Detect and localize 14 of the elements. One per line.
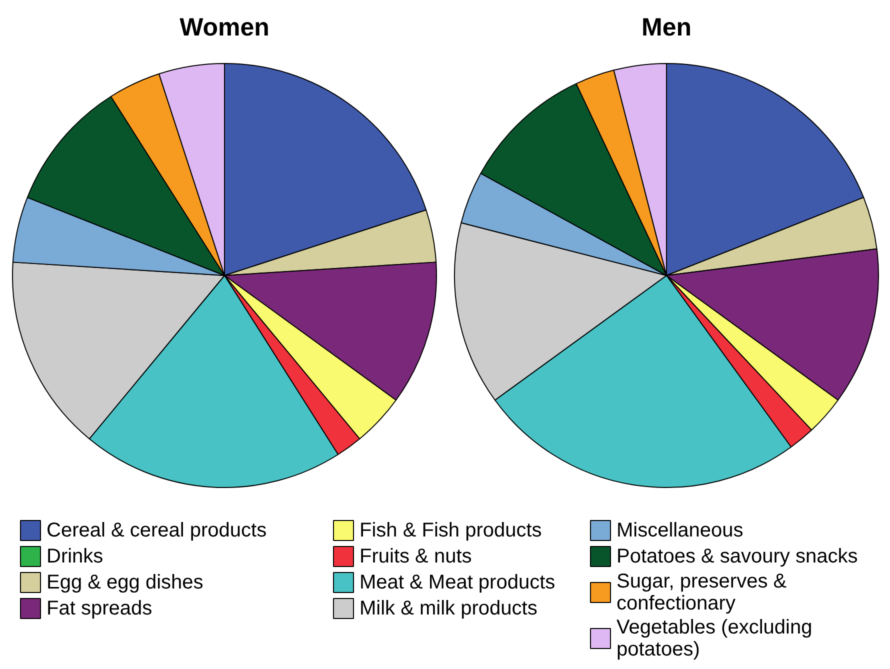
legend-label: Fruits & nuts [360,546,472,568]
legend-label: Drinks [46,546,104,568]
legend-label: Meat & Meat products [360,572,556,594]
legend-label: Potatoes & savoury snacks [616,546,858,568]
legend-label: Miscellaneous [616,520,744,542]
slice-label: Men [642,14,692,42]
legend-label: Egg & egg dishes [46,572,204,594]
legend-label: Cereal & cereal products [46,520,267,542]
legend-label: Milk & milk products [360,598,538,620]
legend-label: Fat spreads [46,598,152,620]
legend-label: Fish & Fish products [360,520,542,542]
slice-label: Women [180,14,270,42]
legend-label: Sugar, preserves & confectionary [616,570,788,614]
legend-label: Vegetables (excluding potatoes) [616,616,812,660]
